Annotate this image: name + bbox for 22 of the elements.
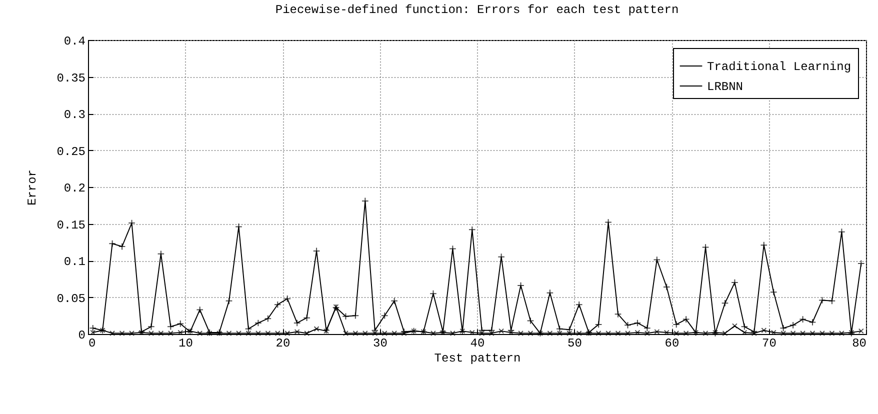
y-tick-label: 0.05	[56, 292, 86, 306]
x-tick-label: 70	[762, 336, 776, 350]
x-axis-title: Test pattern	[434, 352, 521, 366]
y-tick-label: 0.35	[56, 71, 86, 86]
y-tick-label: 0.25	[56, 144, 86, 159]
x-tick-label: 10	[178, 336, 193, 350]
y-axis-title: Error	[26, 169, 40, 206]
x-tick-label: 60	[664, 336, 680, 350]
x-tick-label: 30	[373, 336, 388, 350]
y-tick-label: 0.1	[64, 255, 86, 269]
y-tick-label: 0.3	[64, 108, 86, 122]
x-tick-label: 0	[88, 336, 96, 350]
x-tick-label: 50	[568, 336, 582, 350]
y-tick-label: 0.4	[64, 34, 86, 48]
y-tick-label: 0.15	[56, 218, 86, 232]
legend-label: LRBNN	[707, 80, 744, 94]
x-tick-label: 40	[470, 336, 485, 350]
chart-title: Piecewise-defined function: Errors for each test pattern	[275, 3, 679, 17]
x-tick-label: 20	[276, 336, 290, 350]
y-tick-label: 0.2	[64, 182, 86, 196]
x-tick-label: 80	[852, 336, 866, 350]
legend-label: Traditional Learning	[707, 60, 852, 74]
